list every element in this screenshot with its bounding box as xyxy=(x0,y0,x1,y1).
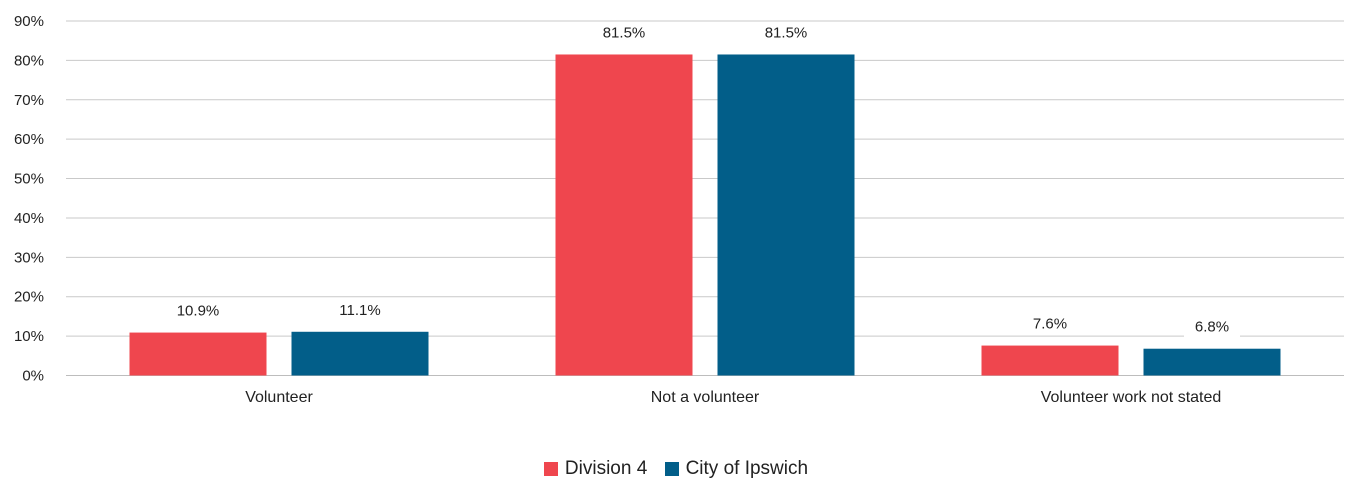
bar xyxy=(291,331,429,376)
legend-swatch-city-of-ipswich xyxy=(664,462,679,476)
legend: Division 4 City of Ipswich xyxy=(0,458,1352,482)
y-tick-label: 20% xyxy=(14,289,44,306)
bar xyxy=(717,54,855,376)
data-label-background xyxy=(1184,316,1240,338)
legend-item-division-4: Division 4 xyxy=(543,458,648,480)
y-tick-label: 90% xyxy=(14,13,44,30)
data-label: 11.1% xyxy=(339,302,380,319)
y-tick-label: 30% xyxy=(14,249,44,266)
y-tick-label: 40% xyxy=(14,210,44,227)
bar xyxy=(1143,348,1281,376)
bar xyxy=(555,54,693,376)
legend-item-city-of-ipswich: City of Ipswich xyxy=(664,458,809,480)
data-label: 6.8% xyxy=(1195,319,1229,336)
x-category-label: Volunteer work not stated xyxy=(1041,389,1222,406)
y-tick-label: 0% xyxy=(22,368,44,385)
bar xyxy=(981,345,1119,376)
legend-label-city-of-ipswich: City of Ipswich xyxy=(685,458,809,479)
legend-swatch-division-4 xyxy=(543,462,558,476)
legend-label-division-4: Division 4 xyxy=(564,458,648,479)
x-category-label: Volunteer xyxy=(245,389,313,406)
data-label-background xyxy=(596,22,652,44)
data-label-background xyxy=(332,299,388,321)
y-tick-label: 10% xyxy=(14,328,44,345)
data-label: 10.9% xyxy=(177,303,220,320)
data-label: 81.5% xyxy=(765,24,808,41)
y-tick-label: 80% xyxy=(14,52,44,69)
bar-chart: 0% 10% 20% 30% 40% 50% 60% 70% 80% 90% 10.9% 11.1% V… xyxy=(14,13,1344,406)
data-label-background xyxy=(170,300,226,322)
y-tick-label: 60% xyxy=(14,131,44,148)
bar xyxy=(129,332,267,376)
data-label-background xyxy=(758,22,814,44)
data-label: 7.6% xyxy=(1033,316,1067,333)
data-label-background xyxy=(1022,313,1078,335)
y-tick-label: 50% xyxy=(14,171,44,188)
x-category-label: Not a volunteer xyxy=(651,389,760,406)
y-tick-label: 70% xyxy=(14,92,44,109)
data-label: 81.5% xyxy=(603,24,646,41)
